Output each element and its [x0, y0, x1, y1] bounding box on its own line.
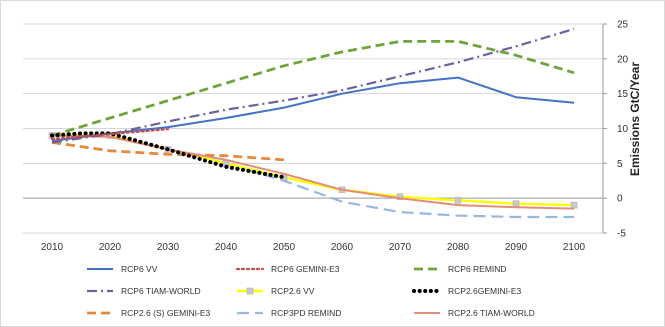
- x-tick-label: 2010: [41, 242, 64, 253]
- legend-label: RCP6 GEMINI-E3: [271, 264, 340, 274]
- series-line: [50, 131, 286, 180]
- series-line: [51, 76, 575, 142]
- series-line: [51, 141, 285, 162]
- axes: -5 0 5 10 15 20 25 2010 2020 2030 2040 2050 2060 2070…: [41, 20, 629, 254]
- legend-marker: [246, 287, 254, 295]
- series-line: [51, 40, 575, 137]
- series-marker: [454, 196, 462, 204]
- legend-label: RCP2.6 TIAM-WORLD: [448, 308, 535, 318]
- x-tick-label: 2060: [331, 242, 354, 253]
- legend-label: RCP2.6 VV: [271, 286, 315, 296]
- series-line: [51, 27, 575, 144]
- legend-label: RCP6 REMIND: [448, 264, 507, 274]
- y-tick-label: 10: [617, 124, 629, 135]
- y-tick-label: 25: [617, 20, 629, 31]
- x-tick-label: 2030: [157, 242, 180, 253]
- legend-label: RCP2.6 (S) GEMINI-E3: [121, 308, 211, 318]
- legend-label: RCP6 VV: [121, 264, 158, 274]
- x-tick-label: 2020: [99, 242, 122, 253]
- legend: RCP6 VV RCP6 GEMINI-E3 RCP6 REMIND RCP6 TIA…: [87, 264, 535, 318]
- series-line: [52, 134, 575, 207]
- y-tick-label: 15: [617, 89, 629, 100]
- legend-label: RCP6 TIAM-WORLD: [121, 286, 201, 296]
- series-line: [51, 134, 575, 210]
- series-line: [52, 134, 574, 219]
- series-marker: [512, 200, 520, 208]
- x-tick-label: 2090: [505, 242, 528, 253]
- x-tick-label: 2070: [389, 242, 412, 253]
- x-tick-label: 2050: [273, 242, 296, 253]
- legend-label: RCP2.6GEMINI-E3: [448, 286, 521, 296]
- legend-label: RCP3PD REMIND: [271, 308, 341, 318]
- y-tick-label: 5: [617, 159, 623, 170]
- plot-series: [48, 27, 578, 219]
- y-tick-label: -5: [617, 229, 626, 240]
- y-tick-label: 0: [617, 194, 623, 205]
- series-line: [50, 128, 170, 140]
- y-tick-label: 20: [617, 54, 629, 65]
- x-tick-label: 2080: [447, 242, 470, 253]
- y-axis-label: Emissions GtC/Year: [628, 62, 642, 176]
- x-tick-label: 2040: [215, 242, 238, 253]
- series-marker: [570, 201, 578, 209]
- x-tick-label: 2100: [563, 242, 586, 253]
